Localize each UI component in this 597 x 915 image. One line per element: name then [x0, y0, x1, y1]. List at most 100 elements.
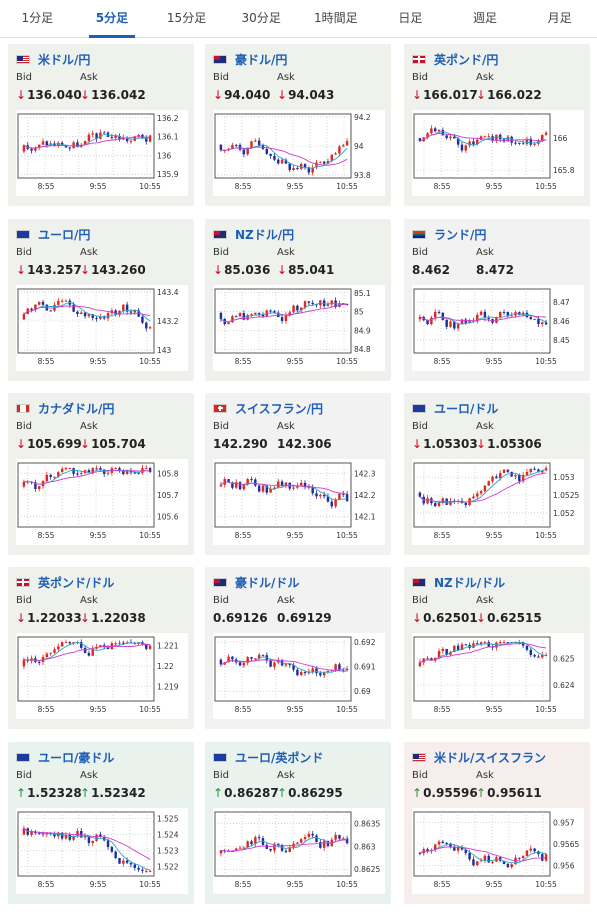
pair-name-link[interactable]: ユーロ/英ポンド — [235, 750, 324, 765]
x-tick-label: 8:55 — [38, 357, 55, 366]
candle-body — [322, 300, 326, 306]
price-chart[interactable]: 143.4 143.2 143 8:55 9:55 10:55 — [16, 285, 188, 371]
x-tick-label: 8:55 — [38, 880, 55, 889]
candle-body — [118, 468, 121, 471]
candle-body — [498, 642, 502, 644]
candle-body — [307, 487, 311, 489]
price-chart[interactable]: 1.221 1.22 1.219 8:55 9:55 10:55 — [16, 633, 188, 719]
rate-card[interactable]: カナダドル/円 Bid Ask ↓105.699 ↓105.704 105.8 105.7 1… — [8, 393, 194, 555]
y-tick-label: 142.1 — [354, 512, 376, 521]
rate-card[interactable]: ユーロ/豪ドル Bid Ask ↑1.52328 ↑1.52342 1.525 1.524 1… — [8, 742, 194, 904]
candle-body — [106, 840, 110, 848]
arrow-up-icon: ↑ — [213, 786, 224, 800]
pair-name-link[interactable]: ユーロ/円 — [38, 227, 91, 242]
rate-card[interactable]: ユーロ/ドル Bid Ask ↓1.05303 ↓1.05306 1.053 1.0525 1… — [404, 393, 590, 555]
candle-body — [269, 848, 272, 851]
price-chart[interactable]: 0.8635 0.863 0.8625 8:55 9:55 10:55 — [213, 808, 385, 894]
candle-body — [345, 669, 349, 671]
price-chart[interactable]: 0.957 0.9565 0.956 8:55 9:55 10:55 — [412, 808, 584, 894]
rate-card[interactable]: 豪ドル/円 Bid Ask ↓94.040 ↓94.043 94.2 94 93.8 8:55 9… — [205, 44, 391, 206]
tab-6[interactable]: 週足 — [473, 11, 498, 25]
pair-name-link[interactable]: カナダドル/円 — [38, 401, 115, 416]
price-chart[interactable]: 142.3 142.2 142.1 8:55 9:55 10:55 — [213, 459, 385, 545]
candle-body — [315, 835, 318, 843]
pair-name-link[interactable]: 豪ドル/円 — [235, 52, 288, 67]
candle-body — [118, 310, 121, 315]
price-chart[interactable]: 8.47 8.46 8.45 8:55 9:55 10:55 — [412, 285, 584, 371]
candle-body — [99, 645, 102, 647]
candle-body — [533, 468, 536, 470]
candle-body — [449, 321, 452, 327]
price-chart[interactable]: 0.692 0.691 0.69 8:55 9:55 10:55 — [213, 633, 385, 719]
candle-body — [326, 496, 330, 502]
ask-price: ↓85.041 — [277, 263, 334, 277]
tab-0[interactable]: 1分足 — [21, 11, 54, 25]
tab-7[interactable]: 月足 — [547, 11, 572, 25]
ma-short-line — [220, 656, 348, 673]
tab-3[interactable]: 30分足 — [241, 11, 281, 25]
pair-name-link[interactable]: スイスフラン/円 — [235, 401, 324, 416]
price-chart[interactable]: 1.525 1.524 1.523 1.522 8:55 9:55 10:55 — [16, 808, 188, 894]
pair-name-link[interactable]: NZドル/ドル — [434, 575, 506, 590]
pair-name-link[interactable]: 英ポンド/円 — [434, 52, 499, 67]
rate-card[interactable]: 米ドル/スイスフラン Bid Ask ↑0.95596 ↑0.95611 0.957 0.9… — [404, 742, 590, 904]
candle-body — [338, 834, 341, 839]
price-chart[interactable]: 0.625 0.624 8:55 9:55 10:55 — [412, 633, 584, 719]
x-tick-label: 8:55 — [38, 531, 55, 540]
tab-1[interactable]: 5分足 — [75, 0, 150, 38]
rate-card[interactable]: ランド/円 Bid Ask 8.462 8.472 8.47 8.46 8.45 8:55 9:5… — [404, 219, 590, 381]
ma-short-line — [419, 469, 547, 504]
price-chart[interactable]: 1.053 1.0525 1.052 8:55 9:55 10:55 — [412, 459, 584, 545]
candlestick-chart: 0.8635 0.863 0.8625 8:55 9:55 10:55 — [214, 811, 380, 889]
rate-card[interactable]: 英ポンド/ドル Bid Ask ↓1.22033 ↓1.22038 1.221 1.22 1.… — [8, 567, 194, 729]
pair-header: 英ポンド/円 — [412, 51, 498, 67]
pair-name-link[interactable]: 英ポンド/ドル — [38, 575, 115, 590]
candle-body — [464, 503, 468, 506]
candle-body — [544, 854, 548, 861]
candle-body — [288, 847, 291, 852]
price-chart[interactable]: 166 165.8 8:55 9:55 10:55 — [412, 110, 584, 196]
candle-body — [118, 135, 121, 140]
pair-name-link[interactable]: ランド/円 — [434, 227, 487, 242]
tab-2[interactable]: 15分足 — [166, 11, 207, 25]
arrow-up-icon: ↑ — [16, 786, 27, 800]
y-tick-label: 143 — [157, 346, 172, 355]
tab-4[interactable]: 1時間足 — [313, 11, 358, 25]
rate-card[interactable]: 英ポンド/円 Bid Ask ↓166.017 ↓166.022 166 165.8 8:55… — [404, 44, 590, 206]
arrow-down-icon: ↓ — [412, 611, 423, 625]
candle-body — [476, 643, 479, 645]
y-tick-label: 0.957 — [553, 819, 575, 828]
rate-card[interactable]: 豪ドル/ドル Bid Ask 0.69126 0.69129 0.692 0.691 0.69… — [205, 567, 391, 729]
rate-card[interactable]: スイスフラン/円 Bid Ask 142.290 142.306 142.3 142.2 14… — [205, 393, 391, 555]
candle-body — [76, 311, 79, 315]
x-tick-label: 9:55 — [486, 705, 503, 714]
candle-body — [518, 142, 521, 144]
price-chart[interactable]: 136.2 136.1 136 135.9 8:55 9:55 10:55 — [16, 110, 188, 196]
price-chart[interactable]: 105.8 105.7 105.6 8:55 9:55 10:55 — [16, 459, 188, 545]
y-tick-label: 94.2 — [354, 113, 371, 122]
pair-name-link[interactable]: ユーロ/ドル — [434, 401, 499, 416]
rate-card[interactable]: NZドル/ドル Bid Ask ↓0.62501 ↓0.62515 0.625 0.624 8… — [404, 567, 590, 729]
ma-long-line — [220, 146, 348, 166]
candle-body — [80, 472, 83, 474]
candle-body — [234, 144, 238, 146]
price-chart[interactable]: 94.2 94 93.8 8:55 9:55 10:55 — [213, 110, 385, 196]
pair-name-link[interactable]: 豪ドル/ドル — [235, 575, 300, 590]
candle-body — [322, 494, 326, 497]
x-tick-label: 10:55 — [336, 705, 358, 714]
pair-name-link[interactable]: NZドル/円 — [235, 227, 295, 242]
candle-body — [273, 311, 276, 313]
rate-card[interactable]: NZドル/円 Bid Ask ↓85.036 ↓85.041 85.1 85 84.9 84.8… — [205, 219, 391, 381]
price-chart[interactable]: 85.1 85 84.9 84.8 8:55 9:55 10:55 — [213, 285, 385, 371]
tab-5[interactable]: 日足 — [398, 11, 423, 25]
arrow-up-icon: ↑ — [476, 786, 487, 800]
candle-body — [479, 642, 483, 644]
rate-card[interactable]: 米ドル/円 Bid Ask ↓136.040 ↓136.042 136.2 136.1 136… — [8, 44, 194, 206]
rate-card[interactable]: ユーロ/円 Bid Ask ↓143.257 ↓143.260 143.4 143.2 143… — [8, 219, 194, 381]
pair-name-link[interactable]: 米ドル/スイスフラン — [434, 750, 547, 765]
arrow-down-icon: ↓ — [16, 88, 27, 102]
pair-name-link[interactable]: 米ドル/円 — [38, 52, 91, 67]
ask-price-value: 136.042 — [91, 88, 146, 102]
pair-name-link[interactable]: ユーロ/豪ドル — [38, 750, 115, 765]
rate-card[interactable]: ユーロ/英ポンド Bid Ask ↑0.86287 ↑0.86295 0.8635 0.86… — [205, 742, 391, 904]
